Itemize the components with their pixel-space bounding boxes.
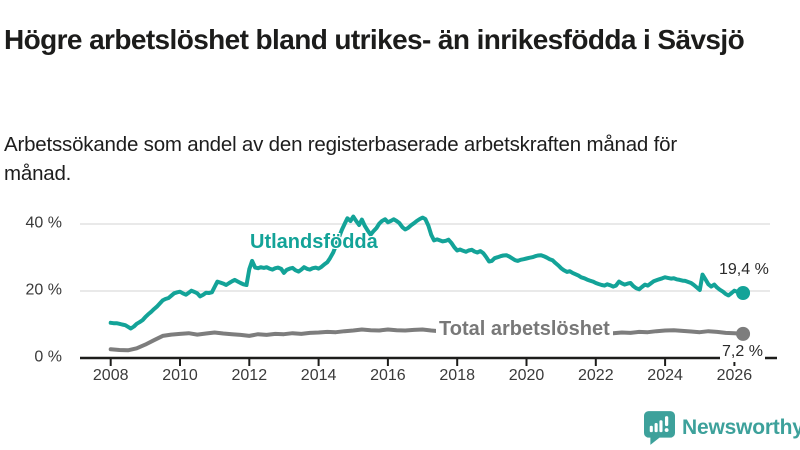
y-tick-label: 40 %	[25, 214, 62, 232]
end-value-label-total: 7,2 %	[720, 343, 765, 362]
x-tick-label: 2010	[162, 367, 198, 384]
page-title: Högre arbetslöshet bland utrikes- än inr…	[4, 23, 745, 55]
x-tick-label: 2026	[716, 367, 753, 384]
y-tick-label: 20 %	[25, 281, 62, 299]
series-label-total: Total arbetslöshet	[436, 317, 613, 342]
x-tick-label: 2008	[92, 367, 129, 384]
newsworthy-logo[interactable]: Newsworthy	[644, 411, 800, 445]
x-tick-label: 2014	[300, 367, 337, 384]
x-tick-label: 2020	[508, 367, 545, 384]
series-label-utlandsfodda: Utlandsfödda	[250, 231, 378, 253]
end-value-label-utlandsfodda: 19,4 %	[719, 261, 769, 278]
chart-subtitle: Arbetssökande som andel av den registerb…	[4, 132, 677, 185]
x-tick-label: 2022	[578, 367, 614, 384]
y-tick-label: 0 %	[34, 348, 62, 366]
newsworthy-logo-text: Newsworthy	[682, 416, 800, 439]
newsworthy-bar-chart-bubble-icon	[644, 411, 675, 445]
x-tick-label: 2018	[439, 367, 475, 384]
x-tick-label: 2012	[231, 367, 268, 384]
x-tick-label: 2016	[370, 367, 406, 384]
x-tick-label: 2024	[647, 367, 683, 384]
